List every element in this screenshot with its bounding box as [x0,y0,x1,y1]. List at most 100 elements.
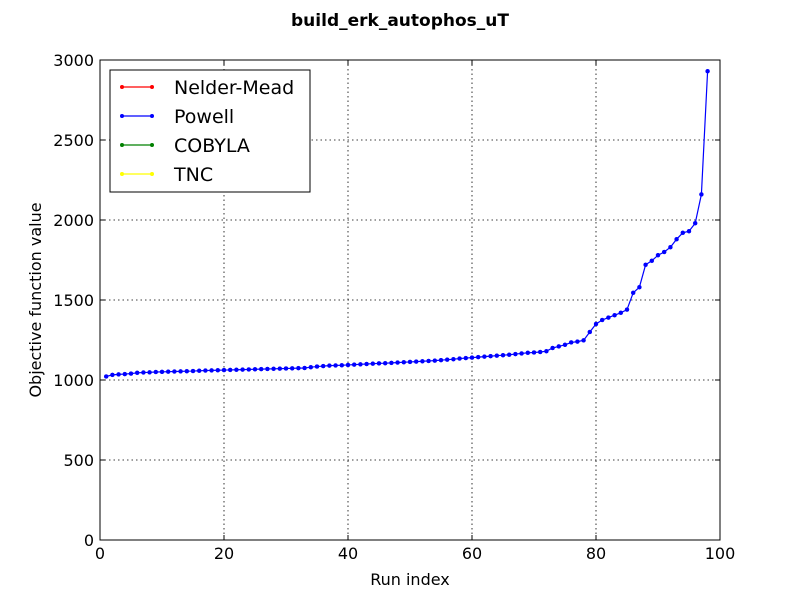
grid [100,60,720,540]
plot-series [103,68,710,379]
data-point [339,363,345,368]
y-tick-label: 3000 [53,51,94,70]
data-point [345,362,351,368]
data-point [190,368,196,374]
data-point [568,340,574,345]
data-point [661,249,667,255]
data-point [457,356,462,361]
data-point [283,366,289,371]
data-point [575,339,580,344]
legend-swatch-marker [150,114,154,118]
legend-swatch-marker [120,172,124,176]
data-point [203,368,208,373]
data-point [351,362,357,367]
y-tick-label: 500 [63,451,94,470]
legend-swatch-marker [120,114,124,118]
data-point [265,366,270,372]
data-point [668,244,673,250]
data-point [426,358,431,364]
data-point [531,350,537,355]
data-point [500,352,506,358]
legend-label: TNC [173,164,213,186]
data-point [550,345,555,351]
data-point [314,364,320,369]
data-point [209,368,214,373]
data-point [258,366,264,372]
x-tick-label: 100 [705,544,736,563]
data-point [178,369,183,374]
data-point [407,359,413,365]
data-point [420,359,425,364]
data-point [581,338,586,343]
data-point [395,360,400,365]
data-point [537,349,543,355]
data-point [612,312,617,318]
data-point [618,310,624,316]
legend-swatch-marker [150,172,154,176]
y-tick-label: 2000 [53,211,94,230]
data-point [289,366,295,371]
legend: Nelder-Mead Powell COBYLA TNC [109,69,311,193]
data-point [451,356,456,362]
data-point [196,368,202,373]
data-point [134,370,140,376]
data-point [122,371,128,377]
data-point [234,367,239,373]
data-point [655,252,661,258]
y-tick-label: 0 [84,531,94,550]
data-point [110,372,115,378]
data-point [215,367,221,373]
data-point [438,357,444,363]
data-point [165,369,171,374]
data-point [599,317,605,323]
legend-label: Nelder-Mead [174,77,294,99]
data-point [593,321,599,327]
data-point [116,372,121,377]
data-point [240,367,245,372]
data-point [630,290,636,296]
data-point [637,284,642,290]
data-point [513,351,518,357]
data-point [302,365,307,371]
data-point [172,369,177,374]
data-point [482,354,487,359]
data-point [246,367,252,372]
data-point [227,367,233,373]
data-point [333,363,338,368]
data-point [103,374,109,379]
legend-label: Powell [174,106,234,128]
data-point [358,362,363,367]
data-point [494,353,500,358]
data-point [562,342,568,348]
data-point [606,315,611,320]
data-point [463,355,469,361]
x-tick-label: 0 [95,544,105,563]
data-point [147,370,152,375]
data-point [556,344,562,349]
legend-label: COBYLA [174,135,250,157]
y-tick-label: 2500 [53,131,94,150]
legend-swatch-marker [150,143,154,147]
y-axis-label: Objective function value [26,202,45,397]
data-point [544,348,549,354]
data-point [308,364,314,370]
data-point [469,355,475,360]
x-axis-label: Run index [370,570,450,589]
legend-swatch-marker [120,85,124,89]
data-point [475,354,481,360]
data-point [271,366,276,372]
data-point [432,358,438,363]
data-point [252,367,258,372]
data-point [401,359,407,365]
data-point [705,68,710,74]
data-point [296,365,301,371]
data-point [686,228,692,234]
data-point [141,370,146,375]
x-tick-label: 20 [214,544,234,563]
data-point [153,369,159,375]
data-point [413,359,419,364]
x-tick-label: 60 [462,544,482,563]
data-point [159,369,165,375]
